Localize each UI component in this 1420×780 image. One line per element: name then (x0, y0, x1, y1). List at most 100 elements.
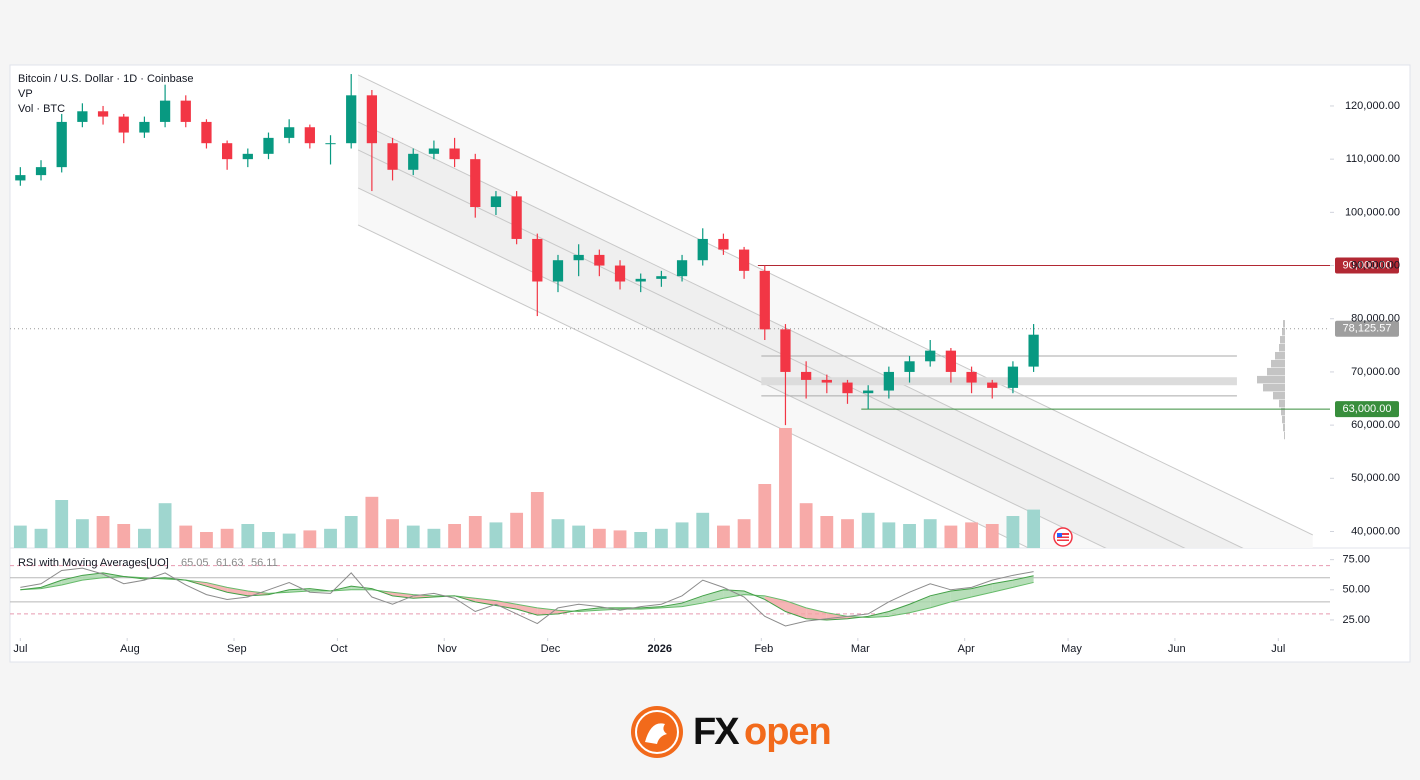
candle-body (118, 116, 129, 133)
candle-body (780, 329, 791, 372)
rsi-ma-value: 61.63 (216, 557, 244, 569)
y-tick-label: 70,000.00 (1351, 366, 1400, 378)
volume-profile-bar (1283, 320, 1285, 328)
x-tick-label: Dec (541, 643, 561, 655)
candle-body (56, 121, 67, 168)
volume-bar (1006, 516, 1020, 548)
volume-profile-bar (1280, 336, 1285, 344)
volume-bar (820, 516, 834, 548)
candle-body (139, 121, 150, 133)
volume-bar (241, 524, 255, 548)
volume-bar (55, 500, 69, 548)
volume-bar (510, 512, 524, 548)
volume-bar (675, 522, 689, 548)
rsi-tick-label: 75.00 (1342, 554, 1370, 566)
candle-body (511, 196, 522, 239)
candle-body (366, 95, 378, 144)
candle-body (221, 143, 233, 160)
rsi-tick-label: 50.00 (1342, 584, 1370, 596)
level-label: 63,000.00 (1343, 403, 1392, 415)
volume-bar (592, 528, 606, 548)
volume-bar (344, 516, 358, 548)
x-tick-label: Apr (958, 643, 975, 655)
candle-body (945, 350, 957, 372)
volume-bar (1027, 509, 1041, 548)
volume-bar (882, 522, 896, 548)
channel-line (357, 74, 1313, 536)
volume-bar (365, 496, 379, 548)
rsi-ma-fill (723, 589, 745, 599)
rsi-ma-fill (61, 575, 83, 585)
logo: FX open (631, 706, 832, 758)
volume-bar (34, 528, 48, 548)
candle-body (759, 270, 770, 330)
volume-bar (200, 532, 213, 548)
candle-body (614, 265, 626, 282)
level-label-box (1335, 257, 1399, 274)
volume-profile-bar (1275, 351, 1285, 360)
volume-profile-bar (1281, 407, 1285, 416)
volume-bar (861, 512, 875, 548)
candle-body (325, 143, 336, 145)
x-tick-label: Oct (330, 643, 347, 655)
level-label: 90,000.00 (1343, 259, 1392, 271)
y-tick-label: 60,000.00 (1351, 419, 1400, 431)
rsi-ma-fill (971, 583, 993, 598)
candle-body (738, 249, 750, 271)
volume-bar (489, 522, 503, 548)
rsi-tick-label: 25.00 (1342, 614, 1370, 626)
main-layer: 90,000.00 63,000.00 78,125.57 (10, 74, 1399, 627)
volume-bar (654, 528, 668, 548)
rsi-ma-fill (1012, 575, 1034, 588)
candle-body (180, 100, 191, 122)
candle-body (656, 276, 667, 279)
y-tick-label: 40,000.00 (1351, 525, 1400, 537)
rsi-ma-fill (227, 587, 248, 596)
volume-bar (530, 492, 544, 548)
volume-bar (841, 519, 854, 548)
x-tick-label: Sep (227, 643, 247, 655)
candle-body (15, 175, 26, 181)
candle-body (925, 350, 936, 362)
volume-bar (737, 519, 751, 548)
volume-bar (427, 528, 441, 548)
logo-open: open (744, 711, 831, 753)
rsi-ma-fill (702, 589, 724, 604)
candle-body (346, 95, 357, 144)
level-label-box (1335, 401, 1399, 418)
volume-profile-bar (1279, 399, 1285, 408)
volume-bar (13, 525, 27, 548)
y-tick-label: 120,000.00 (1345, 100, 1400, 112)
y-tick-label: 80,000.00 (1351, 313, 1400, 325)
event-flag (1053, 527, 1073, 547)
volume-bar (551, 519, 565, 548)
candle-body (263, 137, 274, 154)
footer-band (0, 678, 1420, 780)
candle-body (904, 361, 915, 372)
volume-profile-bar (1271, 359, 1285, 368)
channel-line (357, 187, 1107, 548)
volume-profile-bar (1282, 415, 1285, 424)
volume-profile-bar (1257, 375, 1285, 384)
channel (357, 74, 1313, 548)
candle-body (159, 100, 171, 122)
x-tick-label: Jul (1271, 643, 1285, 655)
candle-body (863, 390, 874, 394)
chart-title: Bitcoin / U.S. Dollar · 1D · Coinbase (18, 73, 193, 85)
candle-body (77, 111, 88, 122)
rsi-line (20, 567, 1034, 627)
volume-bar (220, 528, 234, 548)
candle-body (987, 382, 998, 388)
x-tick-label: 2026 (647, 643, 671, 655)
volume-bar (758, 484, 772, 548)
y-tick-label: 50,000.00 (1351, 472, 1400, 484)
volume-bar (138, 528, 151, 548)
x-tick-label: Jul (13, 643, 27, 655)
candle-body (697, 238, 708, 261)
volume-bar (448, 524, 462, 548)
channel-line (357, 224, 1030, 548)
value-area-poc (761, 377, 1237, 386)
candle-body (97, 111, 109, 117)
